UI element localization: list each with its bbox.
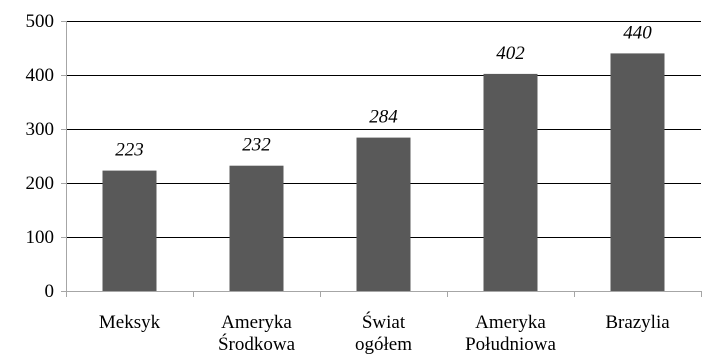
data-label-5: 440 [623,22,652,43]
x-tick-label-line: Meksyk [99,312,161,333]
x-tick-label-line: Południowa [465,334,556,355]
bar-4 [483,73,538,292]
bar-1 [102,170,157,291]
gridlines [66,21,701,238]
x-tick-label-5: Brazylia [605,312,670,333]
y-tick-label-100: 100 [26,227,55,248]
y-tick-label-200: 200 [26,173,55,194]
bar-3 [356,137,411,291]
y-tick-label-300: 300 [26,119,55,140]
x-tick-label-line: Środkowa [218,333,296,355]
bars [102,53,665,292]
axes [61,21,702,297]
data-label-4: 402 [496,43,525,64]
data-label-1: 223 [115,140,144,161]
x-tick-label-4: Ameryka Południowa [465,312,556,355]
x-tick-label-line: Świat [362,311,406,333]
x-tick-label-line: Ameryka [221,312,292,333]
y-tick-label-400: 400 [26,65,55,86]
y-tick-label-0: 0 [45,281,55,302]
x-tick-label-line: ogółem [355,334,412,355]
data-labels: 223 232 284 402 440 [115,22,652,160]
x-tick-label-2: Ameryka Środkowa [218,312,296,355]
data-label-2: 232 [242,135,271,156]
bar-5 [610,53,665,292]
x-tick-label-3: Świat ogółem [355,311,412,355]
y-axis-tick-labels: 0 100 200 300 400 500 [26,11,55,302]
x-tick-label-1: Meksyk [99,312,161,333]
data-label-3: 284 [369,107,398,128]
x-tick-label-line: Ameryka [475,312,546,333]
bar-2 [229,165,284,291]
y-tick-label-500: 500 [26,11,55,32]
x-tick-label-line: Brazylia [605,312,670,333]
